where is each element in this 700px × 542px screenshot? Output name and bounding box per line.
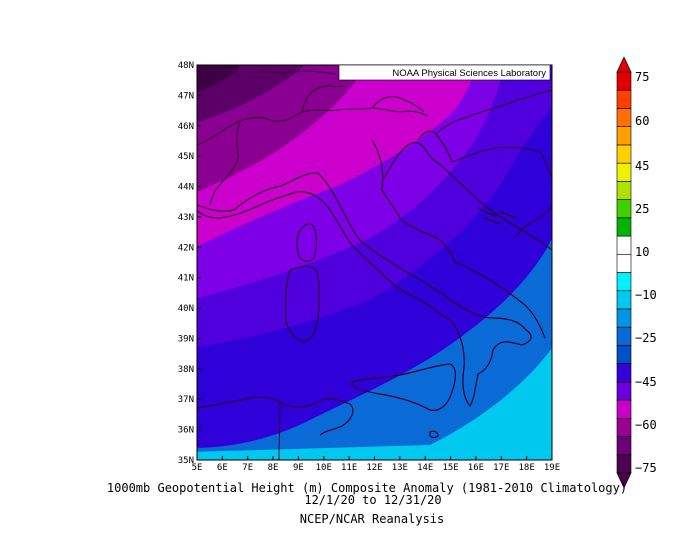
colorbar-arrow-top: [616, 56, 632, 73]
colorbar-swatch: [616, 399, 632, 419]
lon-tick-label: 9E: [293, 463, 304, 473]
colorbar-swatch: [616, 454, 632, 474]
lat-tick-label: 37N: [178, 395, 194, 405]
caption-line3: NCEP/NCAR Reanalysis: [300, 512, 445, 526]
colorbar-label: −45: [635, 375, 657, 389]
lat-tick-label: 43N: [178, 213, 194, 223]
lon-tick-label: 10E: [316, 463, 332, 473]
lon-tick-label: 19E: [544, 463, 560, 473]
map-panel: NOAA Physical Sciences Laboratory 5E 6E 7E…: [178, 61, 560, 473]
colorbar-swatch: [616, 126, 632, 146]
colorbar-swatch: [616, 199, 632, 219]
colorbar-label: 75: [635, 70, 649, 84]
lat-tick-label: 47N: [178, 91, 194, 101]
colorbar-swatch: [616, 71, 632, 91]
colorbar-swatch: [616, 253, 632, 273]
colorbar-swatch: [616, 381, 632, 401]
colorbar-swatch: [616, 144, 632, 164]
colorbar-swatch: [616, 418, 632, 437]
colorbar-label: −75: [635, 461, 657, 475]
colorbar-label: 60: [635, 114, 649, 128]
colorbar-swatch: [616, 108, 632, 127]
colorbar-arrow-bottom: [616, 472, 632, 489]
lon-tick-label: 18E: [519, 463, 535, 473]
colorbar-label: −10: [635, 288, 657, 302]
colorbar-label: 45: [635, 159, 649, 173]
colorbar-swatch: [616, 308, 632, 328]
borders: [197, 69, 552, 460]
lat-tick-label: 39N: [178, 334, 194, 344]
caption-line2: 12/1/20 to 12/31/20: [304, 493, 441, 507]
lon-tick-label: 17E: [493, 463, 509, 473]
colorbar-swatch: [616, 162, 632, 182]
lat-tick-label: 41N: [178, 274, 194, 284]
lon-tick-label: 12E: [366, 463, 382, 473]
lon-tick-label: 6E: [217, 463, 228, 473]
colorbar-swatch: [616, 89, 632, 109]
colorbar-label: −60: [635, 418, 657, 432]
latitude-axis: 35N 36N 37N 38N 39N 40N 41N 42N 43N 44N 45N 46N 47N 4…: [178, 61, 201, 466]
colorbar-swatch: [616, 326, 632, 346]
colorbar-swatch: [616, 181, 632, 200]
anomaly-field: [197, 65, 552, 460]
longitude-axis: 5E 6E 7E 8E 9E 10E 11E 12E 13E 14E 15E 16E 17E 18E 19E: [192, 456, 560, 473]
lon-tick-label: 16E: [468, 463, 484, 473]
colorbar-swatch: [616, 290, 632, 310]
lat-tick-label: 45N: [178, 152, 194, 162]
colorbar-swatch: [616, 345, 632, 364]
lat-tick-label: 44N: [178, 183, 194, 193]
lon-tick-label: 7E: [242, 463, 253, 473]
lat-tick-label: 48N: [178, 61, 194, 71]
colorbar-swatch: [616, 217, 632, 237]
credit-text: NOAA Physical Sciences Laboratory: [392, 68, 546, 79]
colorbar-swatch: [616, 363, 632, 383]
colorbar-label: 10: [635, 245, 649, 259]
colorbar-label: −25: [635, 331, 657, 345]
lat-tick-label: 38N: [178, 365, 194, 375]
lon-tick-label: 11E: [341, 463, 357, 473]
lat-tick-label: 36N: [178, 426, 194, 436]
caption-line1: 1000mb Geopotential Height (m) Composite…: [107, 481, 627, 495]
lat-tick-label: 46N: [178, 122, 194, 132]
lon-tick-label: 14E: [417, 463, 433, 473]
lat-tick-label: 35N: [178, 456, 194, 466]
lon-tick-label: 15E: [442, 463, 458, 473]
colorbar-swatch: [616, 436, 632, 456]
anomaly-band-9: [197, 65, 239, 93]
colorbar: 75 60 45 25 10 −10 −25 −45 −60 −75: [616, 56, 657, 489]
lon-tick-label: 13E: [392, 463, 408, 473]
lon-tick-label: 8E: [268, 463, 279, 473]
colorbar-label: 25: [635, 202, 649, 216]
lon-tick-label: 5E: [192, 463, 203, 473]
credit-box: [338, 64, 551, 81]
colorbar-swatch: [616, 235, 632, 255]
lat-tick-label: 40N: [178, 304, 194, 314]
lat-tick-label: 42N: [178, 243, 194, 253]
colorbar-swatch: [616, 272, 632, 292]
